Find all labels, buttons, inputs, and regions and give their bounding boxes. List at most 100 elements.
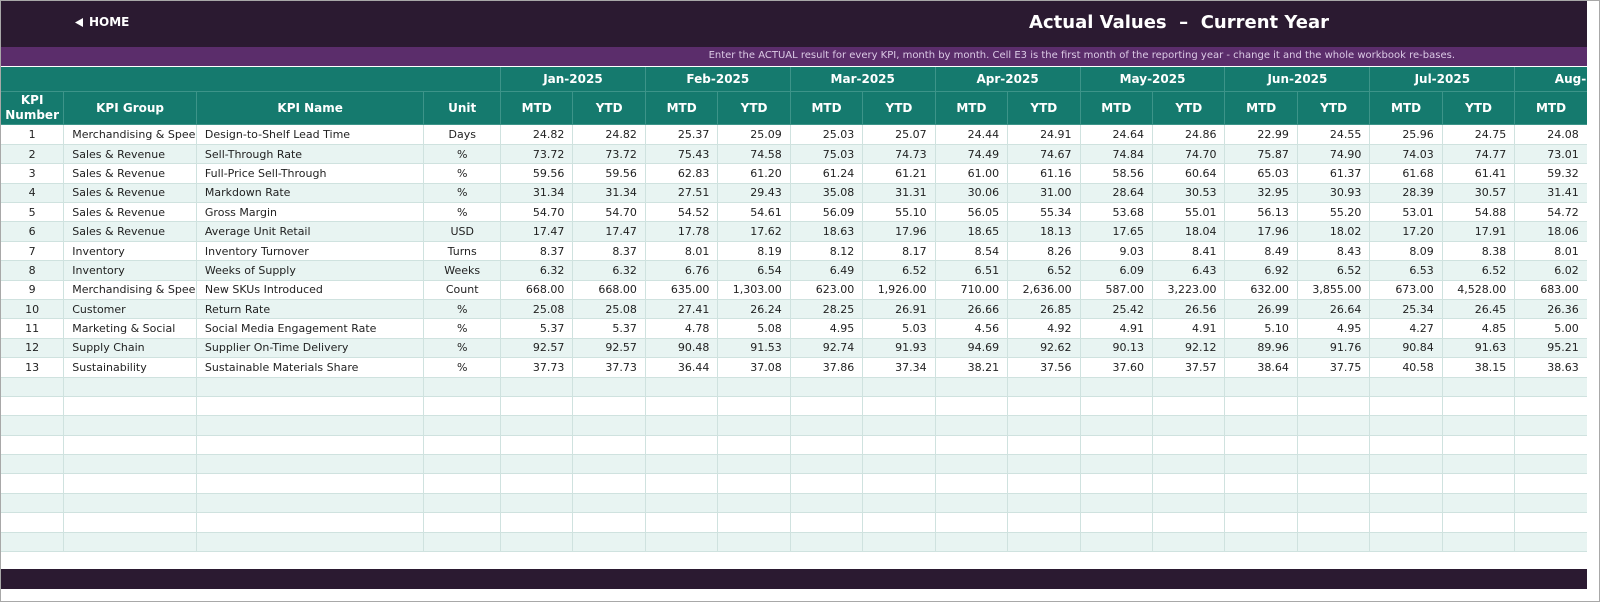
value-cell[interactable]: 61.20 bbox=[718, 164, 791, 184]
cell[interactable]: Sustainability bbox=[64, 358, 197, 378]
empty-cell[interactable] bbox=[718, 455, 791, 475]
value-cell[interactable]: 55.20 bbox=[1297, 203, 1371, 223]
empty-cell[interactable] bbox=[64, 377, 197, 397]
value-cell[interactable]: 635.00 bbox=[645, 280, 719, 300]
value-cell[interactable]: 2,636.00 bbox=[1008, 280, 1081, 300]
empty-cell[interactable] bbox=[573, 513, 646, 533]
value-cell[interactable]: 32.95 bbox=[1225, 183, 1298, 204]
value-cell[interactable]: 683.00 bbox=[1515, 280, 1587, 300]
value-cell[interactable]: 4.85 bbox=[1442, 319, 1516, 339]
empty-cell[interactable] bbox=[1153, 377, 1226, 397]
empty-cell[interactable] bbox=[424, 435, 501, 456]
cell[interactable]: % bbox=[424, 203, 501, 223]
value-cell[interactable]: 6.49 bbox=[790, 261, 864, 281]
value-cell[interactable]: 61.16 bbox=[1008, 164, 1081, 184]
value-cell[interactable]: 73.72 bbox=[500, 144, 574, 165]
empty-cell[interactable] bbox=[718, 377, 791, 397]
value-cell[interactable]: 6.32 bbox=[573, 261, 646, 281]
empty-cell[interactable] bbox=[935, 396, 1009, 417]
cell[interactable]: USD bbox=[424, 222, 501, 242]
empty-cell[interactable] bbox=[1, 377, 65, 397]
empty-cell[interactable] bbox=[645, 455, 719, 475]
value-cell[interactable]: 74.84 bbox=[1080, 144, 1154, 165]
cell[interactable]: Return Rate bbox=[196, 299, 425, 320]
value-cell[interactable]: 17.62 bbox=[718, 222, 791, 242]
value-cell[interactable]: 17.65 bbox=[1080, 222, 1154, 242]
empty-cell[interactable] bbox=[1080, 532, 1154, 552]
empty-cell[interactable] bbox=[196, 455, 425, 475]
value-cell[interactable]: 38.21 bbox=[935, 358, 1009, 378]
value-cell[interactable]: 587.00 bbox=[1080, 280, 1154, 300]
empty-cell[interactable] bbox=[645, 435, 719, 456]
cell[interactable]: Weeks bbox=[424, 261, 501, 281]
value-cell[interactable]: 6.32 bbox=[500, 261, 574, 281]
empty-cell[interactable] bbox=[1225, 396, 1298, 417]
cell[interactable]: Inventory bbox=[64, 261, 197, 281]
cell[interactable]: 1 bbox=[1, 125, 65, 145]
value-cell[interactable]: 18.04 bbox=[1153, 222, 1226, 242]
value-cell[interactable]: 6.52 bbox=[863, 261, 936, 281]
cell[interactable]: Days bbox=[424, 125, 501, 145]
value-cell[interactable]: 4.92 bbox=[1008, 319, 1081, 339]
value-cell[interactable]: 8.12 bbox=[790, 241, 864, 262]
value-cell[interactable]: 26.99 bbox=[1225, 299, 1298, 320]
value-cell[interactable]: 26.45 bbox=[1442, 299, 1516, 320]
empty-cell[interactable] bbox=[863, 455, 936, 475]
value-cell[interactable]: 8.37 bbox=[573, 241, 646, 262]
empty-cell[interactable] bbox=[500, 377, 574, 397]
cell[interactable]: Sales & Revenue bbox=[64, 144, 197, 165]
empty-cell[interactable] bbox=[645, 416, 719, 436]
empty-cell[interactable] bbox=[1515, 435, 1587, 456]
empty-cell[interactable] bbox=[573, 435, 646, 456]
empty-cell[interactable] bbox=[1080, 416, 1154, 436]
empty-cell[interactable] bbox=[863, 532, 936, 552]
empty-cell[interactable] bbox=[64, 474, 197, 494]
value-cell[interactable]: 37.08 bbox=[718, 358, 791, 378]
cell[interactable]: % bbox=[424, 358, 501, 378]
value-cell[interactable]: 710.00 bbox=[935, 280, 1009, 300]
value-cell[interactable]: 30.53 bbox=[1153, 183, 1226, 204]
empty-cell[interactable] bbox=[1297, 474, 1371, 494]
value-cell[interactable]: 54.70 bbox=[573, 203, 646, 223]
empty-cell[interactable] bbox=[1442, 396, 1516, 417]
empty-cell[interactable] bbox=[1515, 532, 1587, 552]
empty-cell[interactable] bbox=[1297, 532, 1371, 552]
empty-cell[interactable] bbox=[1008, 396, 1081, 417]
value-cell[interactable]: 6.43 bbox=[1153, 261, 1226, 281]
cell[interactable]: Merchandising & Speed bbox=[64, 125, 197, 145]
value-cell[interactable]: 58.56 bbox=[1080, 164, 1154, 184]
value-cell[interactable]: 75.03 bbox=[790, 144, 864, 165]
empty-cell[interactable] bbox=[424, 396, 501, 417]
value-cell[interactable]: 59.56 bbox=[573, 164, 646, 184]
empty-cell[interactable] bbox=[935, 377, 1009, 397]
empty-cell[interactable] bbox=[1297, 493, 1371, 514]
empty-cell[interactable] bbox=[935, 455, 1009, 475]
value-cell[interactable]: 37.60 bbox=[1080, 358, 1154, 378]
empty-cell[interactable] bbox=[1515, 455, 1587, 475]
value-cell[interactable]: 3,855.00 bbox=[1297, 280, 1371, 300]
value-cell[interactable]: 8.01 bbox=[645, 241, 719, 262]
empty-cell[interactable] bbox=[1153, 493, 1226, 514]
cell[interactable]: % bbox=[424, 144, 501, 165]
value-cell[interactable]: 73.72 bbox=[573, 144, 646, 165]
empty-cell[interactable] bbox=[1080, 435, 1154, 456]
value-cell[interactable]: 37.57 bbox=[1153, 358, 1226, 378]
value-cell[interactable]: 91.53 bbox=[718, 338, 791, 359]
empty-cell[interactable] bbox=[790, 396, 864, 417]
value-cell[interactable]: 3,223.00 bbox=[1153, 280, 1226, 300]
value-cell[interactable]: 18.02 bbox=[1297, 222, 1371, 242]
value-cell[interactable]: 91.76 bbox=[1297, 338, 1371, 359]
value-cell[interactable]: 4,528.00 bbox=[1442, 280, 1516, 300]
value-cell[interactable]: 38.64 bbox=[1225, 358, 1298, 378]
empty-cell[interactable] bbox=[1442, 435, 1516, 456]
empty-cell[interactable] bbox=[500, 474, 574, 494]
empty-cell[interactable] bbox=[1008, 455, 1081, 475]
empty-cell[interactable] bbox=[1080, 396, 1154, 417]
empty-cell[interactable] bbox=[1153, 532, 1226, 552]
value-cell[interactable]: 25.96 bbox=[1370, 125, 1443, 145]
value-cell[interactable]: 6.54 bbox=[718, 261, 791, 281]
empty-cell[interactable] bbox=[1370, 474, 1443, 494]
value-cell[interactable]: 27.41 bbox=[645, 299, 719, 320]
empty-cell[interactable] bbox=[64, 435, 197, 456]
value-cell[interactable]: 31.34 bbox=[500, 183, 574, 204]
